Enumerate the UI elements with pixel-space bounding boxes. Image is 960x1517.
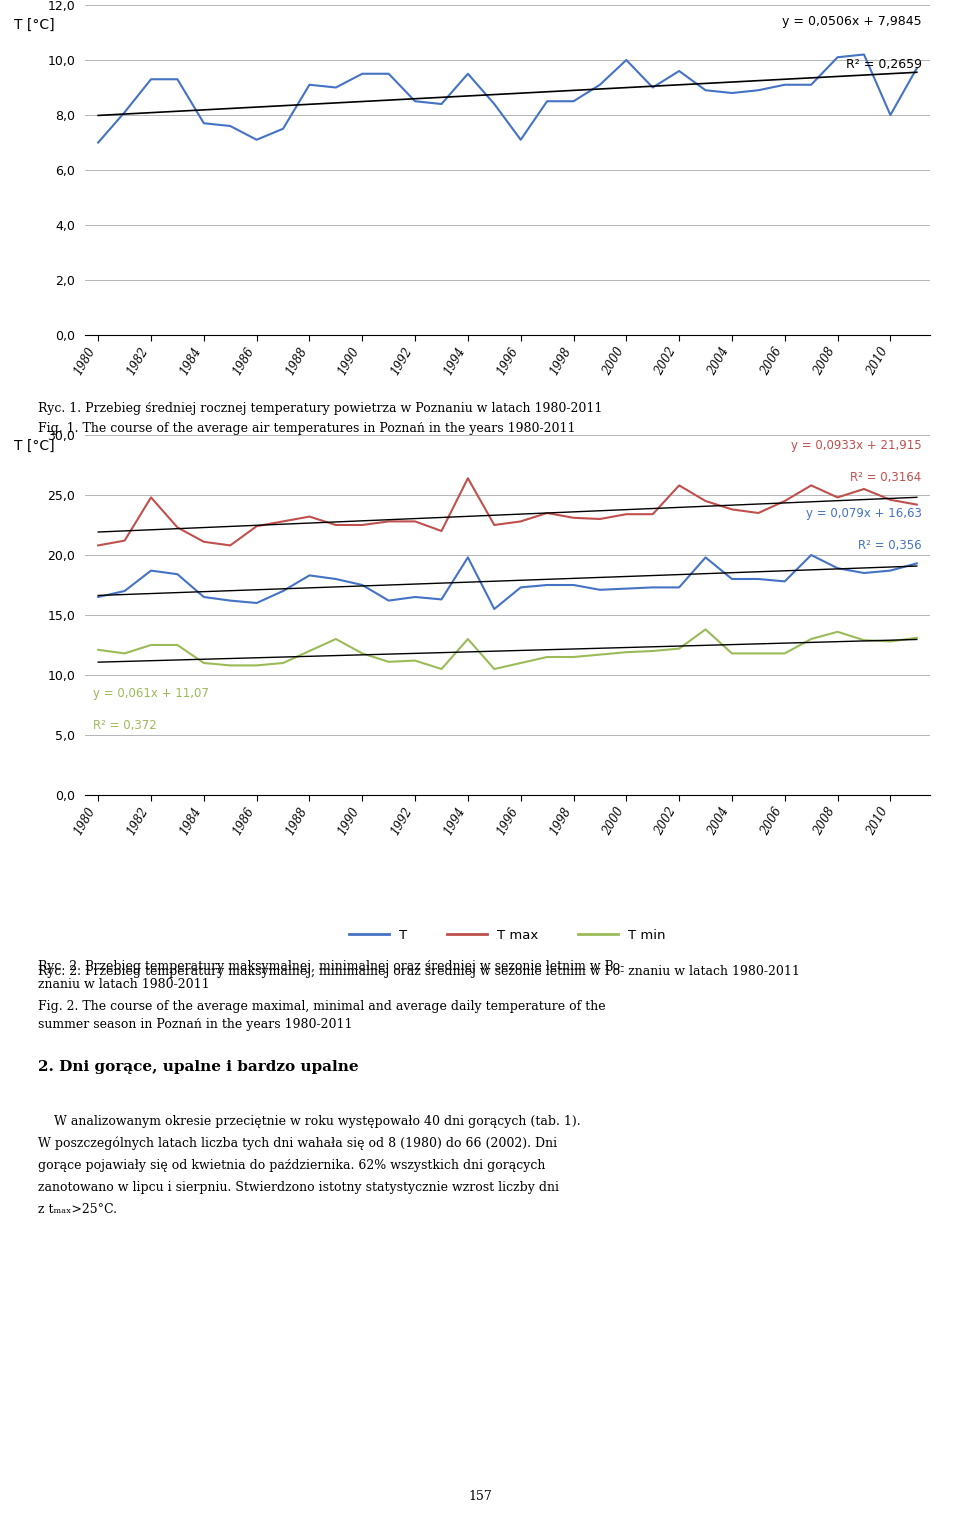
Text: z tₘₐₓ>25°C.: z tₘₐₓ>25°C. xyxy=(38,1203,117,1217)
Text: Ryc. 2. Przebieg temperatury maksymalnej, minimalnej oraz średniej w sezonie let: Ryc. 2. Przebieg temperatury maksymalnej… xyxy=(38,960,625,972)
Text: Fig. 1. The course of the average air temperatures in Poznań in the years 1980-2: Fig. 1. The course of the average air te… xyxy=(38,422,576,435)
Text: R² = 0,3164: R² = 0,3164 xyxy=(851,470,922,484)
Text: summer season in Poznań in the years 1980-2011: summer season in Poznań in the years 198… xyxy=(38,1018,353,1032)
Text: y = 0,0506x + 7,9845: y = 0,0506x + 7,9845 xyxy=(782,15,922,27)
Y-axis label: T [°C]: T [°C] xyxy=(14,438,55,454)
Text: R² = 0,372: R² = 0,372 xyxy=(93,719,157,733)
Legend: T, T max, T min: T, T max, T min xyxy=(344,924,671,947)
Text: 2. Dni gorące, upalne i bardzo upalne: 2. Dni gorące, upalne i bardzo upalne xyxy=(38,1060,359,1074)
Text: y = 0,061x + 11,07: y = 0,061x + 11,07 xyxy=(93,687,209,699)
Text: gorące pojawiały się od kwietnia do października. 62% wszystkich dni gorących: gorące pojawiały się od kwietnia do paźd… xyxy=(38,1159,546,1173)
Text: R² = 0,356: R² = 0,356 xyxy=(858,540,922,552)
Text: y = 0,079x + 16,63: y = 0,079x + 16,63 xyxy=(805,507,922,520)
Y-axis label: T [°C]: T [°C] xyxy=(14,17,55,32)
Text: Ryc. 2. Przebieg temperatury maksymalnej, minimalnej oraz średniej w sezonie let: Ryc. 2. Przebieg temperatury maksymalnej… xyxy=(38,965,801,978)
Text: y = 0,0933x + 21,915: y = 0,0933x + 21,915 xyxy=(791,438,922,452)
Text: Ryc. 1. Przebieg średniej rocznej temperatury powietrza w Poznaniu w latach 1980: Ryc. 1. Przebieg średniej rocznej temper… xyxy=(38,402,603,416)
Text: Fig. 2. The course of the average maximal, minimal and average daily temperature: Fig. 2. The course of the average maxima… xyxy=(38,1000,606,1013)
Text: zanotowano w lipcu i sierpniu. Stwierdzono istotny statystycznie wzrost liczby d: zanotowano w lipcu i sierpniu. Stwierdzo… xyxy=(38,1182,560,1194)
Text: 157: 157 xyxy=(468,1490,492,1503)
Text: R² = 0,2659: R² = 0,2659 xyxy=(846,58,922,71)
Text: znaniu w latach 1980-2011: znaniu w latach 1980-2011 xyxy=(38,978,210,991)
Text: W analizowanym okresie przeciętnie w roku występowało 40 dni gorących (tab. 1).: W analizowanym okresie przeciętnie w rok… xyxy=(38,1115,581,1129)
Text: W poszczególnych latach liczba tych dni wahała się od 8 (1980) do 66 (2002). Dni: W poszczególnych latach liczba tych dni … xyxy=(38,1138,558,1150)
